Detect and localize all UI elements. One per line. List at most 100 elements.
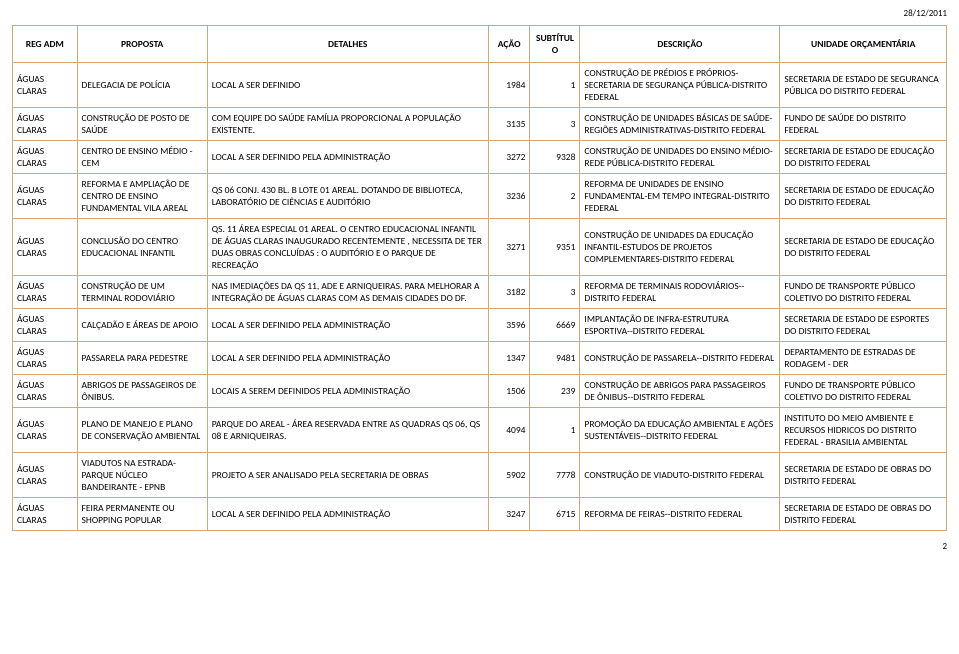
page-date: 28/12/2011	[12, 8, 947, 19]
table-cell: ÁGUAS CLARAS	[13, 342, 78, 375]
table-row: ÁGUAS CLARASABRIGOS DE PASSAGEIROS DE ÔN…	[13, 375, 947, 408]
table-cell: ABRIGOS DE PASSAGEIROS DE ÔNIBUS.	[77, 375, 207, 408]
table-cell: SECRETARIA DE ESTADO DE OBRAS DO DISTRIT…	[780, 453, 947, 498]
table-row: ÁGUAS CLARASVIADUTOS NA ESTRADA-PARQUE N…	[13, 453, 947, 498]
table-cell: SECRETARIA DE ESTADO DE ESPORTES DO DIST…	[780, 309, 947, 342]
table-row: ÁGUAS CLARASREFORMA E AMPLIAÇÃO DE CENTR…	[13, 174, 947, 219]
table-row: ÁGUAS CLARASPLANO DE MANEJO E PLANO DE C…	[13, 408, 947, 453]
table-cell: COM EQUIPE DO SAÚDE FAMÍLIA PROPORCIONAL…	[207, 108, 488, 141]
col-header: SUBTÍTULO	[530, 26, 580, 63]
table-cell: CONSTRUÇÃO DE UNIDADES DA EDUCAÇÃO INFAN…	[580, 219, 780, 276]
table-cell: 9328	[530, 141, 580, 174]
table-cell: CONSTRUÇÃO DE UNIDADES BÁSICAS DE SAÚDE-…	[580, 108, 780, 141]
table-cell: REFORMA DE TERMINAIS RODOVIÁRIOS--DISTRI…	[580, 276, 780, 309]
table-cell: DEPARTAMENTO DE ESTRADAS DE RODAGEM - DE…	[780, 342, 947, 375]
table-row: ÁGUAS CLARASPASSARELA PARA PEDESTRELOCAL…	[13, 342, 947, 375]
table-cell: 6669	[530, 309, 580, 342]
table-cell: 1347	[488, 342, 530, 375]
table-row: ÁGUAS CLARASCONSTRUÇÃO DE POSTO DE SAÚDE…	[13, 108, 947, 141]
table-cell: CONSTRUÇÃO DE PRÉDIOS E PRÓPRIOS-SECRETA…	[580, 63, 780, 108]
table-cell: 1	[530, 63, 580, 108]
table-cell: 1984	[488, 63, 530, 108]
table-cell: SECRETARIA DE ESTADO DE OBRAS DO DISTRIT…	[780, 498, 947, 531]
table-cell: 239	[530, 375, 580, 408]
table-cell: REFORMA DE UNIDADES DE ENSINO FUNDAMENTA…	[580, 174, 780, 219]
table-cell: PARQUE DO AREAL - ÁREA RESERVADA ENTRE A…	[207, 408, 488, 453]
table-cell: 7778	[530, 453, 580, 498]
table-cell: 3182	[488, 276, 530, 309]
table-cell: 3271	[488, 219, 530, 276]
table-cell: SECRETARIA DE ESTADO DE EDUCAÇÃO DO DIST…	[780, 219, 947, 276]
table-cell: 3236	[488, 174, 530, 219]
table-cell: ÁGUAS CLARAS	[13, 375, 78, 408]
table-row: ÁGUAS CLARASDELEGACIA DE POLÍCIALOCAL A …	[13, 63, 947, 108]
table-cell: CENTRO DE ENSINO MÉDIO - CEM	[77, 141, 207, 174]
table-cell: SECRETARIA DE ESTADO DE EDUCAÇÃO DO DIST…	[780, 174, 947, 219]
table-cell: ÁGUAS CLARAS	[13, 453, 78, 498]
table-cell: INSTITUTO DO MEIO AMBIENTE E RECURSOS HI…	[780, 408, 947, 453]
table-cell: LOCAL A SER DEFINIDO PELA ADMINISTRAÇÃO	[207, 141, 488, 174]
table-cell: CONSTRUÇÃO DE UNIDADES DO ENSINO MÉDIO-R…	[580, 141, 780, 174]
table-cell: QS. 11 ÁREA ESPECIAL 01 AREAL. O CENTRO …	[207, 219, 488, 276]
table-cell: SECRETARIA DE ESTADO DE SEGURANCA PÚBLIC…	[780, 63, 947, 108]
table-cell: 3	[530, 108, 580, 141]
table-cell: 9481	[530, 342, 580, 375]
table-cell: 3247	[488, 498, 530, 531]
table-cell: 1506	[488, 375, 530, 408]
table-cell: 6715	[530, 498, 580, 531]
table-row: ÁGUAS CLARASCONCLUSÃO DO CENTRO EDUCACIO…	[13, 219, 947, 276]
table-cell: 1	[530, 408, 580, 453]
table-cell: SECRETARIA DE ESTADO DE EDUCAÇÃO DO DIST…	[780, 141, 947, 174]
table-cell: ÁGUAS CLARAS	[13, 219, 78, 276]
table-cell: DELEGACIA DE POLÍCIA	[77, 63, 207, 108]
table-cell: 2	[530, 174, 580, 219]
table-cell: 9351	[530, 219, 580, 276]
table-cell: ÁGUAS CLARAS	[13, 408, 78, 453]
table-cell: FUNDO DE TRANSPORTE PÚBLICO COLETIVO DO …	[780, 276, 947, 309]
col-header: DETALHES	[207, 26, 488, 63]
table-cell: CONSTRUÇÃO DE VIADUTO-DISTRITO FEDERAL	[580, 453, 780, 498]
table-cell: CONSTRUÇÃO DE ABRIGOS PARA PASSAGEIROS D…	[580, 375, 780, 408]
table-row: ÁGUAS CLARASFEIRA PERMANENTE OU SHOPPING…	[13, 498, 947, 531]
table-cell: 5902	[488, 453, 530, 498]
table-row: ÁGUAS CLARASCONSTRUÇÃO DE UM TERMINAL RO…	[13, 276, 947, 309]
table-cell: CONSTRUÇÃO DE UM TERMINAL RODOVIÁRIO	[77, 276, 207, 309]
table-cell: LOCAIS A SEREM DEFINIDOS PELA ADMINISTRA…	[207, 375, 488, 408]
table-header-row: REG ADM PROPOSTA DETALHES AÇÃO SUBTÍTULO…	[13, 26, 947, 63]
table-row: ÁGUAS CLARASCENTRO DE ENSINO MÉDIO - CEM…	[13, 141, 947, 174]
table-cell: PLANO DE MANEJO E PLANO DE CONSERVAÇÃO A…	[77, 408, 207, 453]
table-cell: ÁGUAS CLARAS	[13, 141, 78, 174]
table-cell: ÁGUAS CLARAS	[13, 498, 78, 531]
table-cell: 3596	[488, 309, 530, 342]
table-cell: FUNDO DE TRANSPORTE PÚBLICO COLETIVO DO …	[780, 375, 947, 408]
table-cell: IMPLANTAÇÃO DE INFRA-ESTRUTURA ESPORTIVA…	[580, 309, 780, 342]
table-cell: QS 06 CONJ. 430 BL. B LOTE 01 AREAL. DOT…	[207, 174, 488, 219]
table-cell: CONSTRUÇÃO DE PASSARELA--DISTRITO FEDERA…	[580, 342, 780, 375]
table-cell: PROMOÇÃO DA EDUCAÇÃO AMBIENTAL E AÇÕES S…	[580, 408, 780, 453]
table-cell: ÁGUAS CLARAS	[13, 276, 78, 309]
col-header: UNIDADE ORÇAMENTÁRIA	[780, 26, 947, 63]
table-cell: LOCAL A SER DEFINIDO PELA ADMINISTRAÇÃO	[207, 342, 488, 375]
table-cell: 3272	[488, 141, 530, 174]
table-cell: 3135	[488, 108, 530, 141]
table-cell: ÁGUAS CLARAS	[13, 309, 78, 342]
col-header: PROPOSTA	[77, 26, 207, 63]
page-number: 2	[12, 531, 947, 552]
table-cell: LOCAL A SER DEFINIDO PELA ADMINISTRAÇÃO	[207, 309, 488, 342]
table-cell: 4094	[488, 408, 530, 453]
col-header: REG ADM	[13, 26, 78, 63]
table-cell: FUNDO DE SAÚDE DO DISTRITO FEDERAL	[780, 108, 947, 141]
table-cell: PROJETO A SER ANALISADO PELA SECRETARIA …	[207, 453, 488, 498]
table-cell: FEIRA PERMANENTE OU SHOPPING POPULAR	[77, 498, 207, 531]
table-cell: VIADUTOS NA ESTRADA-PARQUE NÚCLEO BANDEI…	[77, 453, 207, 498]
table-cell: CONCLUSÃO DO CENTRO EDUCACIONAL INFANTIL	[77, 219, 207, 276]
table-cell: NAS IMEDIAÇÕES DA QS 11, ADE E ARNIQUEIR…	[207, 276, 488, 309]
table-cell: ÁGUAS CLARAS	[13, 108, 78, 141]
budget-table: REG ADM PROPOSTA DETALHES AÇÃO SUBTÍTULO…	[12, 25, 947, 531]
table-row: ÁGUAS CLARASCALÇADÃO E ÁREAS DE APOIOLOC…	[13, 309, 947, 342]
table-cell: ÁGUAS CLARAS	[13, 63, 78, 108]
table-cell: LOCAL A SER DEFINIDO	[207, 63, 488, 108]
table-cell: LOCAL A SER DEFINIDO PELA ADMINISTRAÇÃO	[207, 498, 488, 531]
col-header: AÇÃO	[488, 26, 530, 63]
table-cell: CALÇADÃO E ÁREAS DE APOIO	[77, 309, 207, 342]
